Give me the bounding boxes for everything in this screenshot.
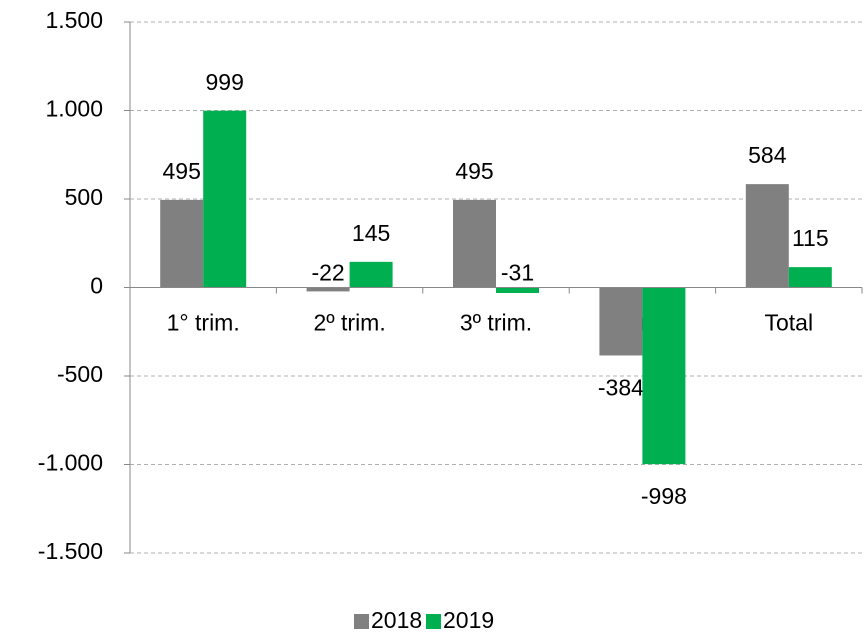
legend-label: 2019 — [443, 607, 494, 633]
data-label: 115 — [792, 225, 829, 251]
y-tick-label: -500 — [57, 361, 103, 387]
data-label: 999 — [206, 69, 244, 95]
data-label: -31 — [501, 260, 534, 286]
bar — [496, 287, 539, 293]
bar — [349, 261, 393, 288]
bar — [599, 287, 643, 356]
y-tick-label: 500 — [65, 184, 103, 210]
x-tick-label: Total — [765, 310, 814, 336]
x-tick-label: 3º trim. — [460, 310, 532, 336]
data-label: -22 — [311, 260, 344, 286]
y-tick-label: 1.000 — [45, 96, 103, 122]
legend-label: 2018 — [371, 607, 422, 633]
bar — [642, 287, 686, 465]
bar — [745, 184, 789, 288]
bar — [160, 199, 204, 288]
bar — [203, 110, 247, 288]
bar — [453, 199, 496, 288]
y-tick-label: 0 — [90, 273, 103, 299]
y-tick-label: -1.000 — [38, 450, 103, 476]
data-label: 145 — [352, 220, 390, 246]
data-label: 584 — [748, 142, 787, 168]
y-tick-label: -1.500 — [38, 538, 103, 564]
bar — [306, 287, 350, 292]
legend-swatch — [426, 614, 441, 629]
data-label: -998 — [641, 483, 687, 509]
x-tick-label: 2º trim. — [313, 310, 385, 336]
data-label: 495 — [163, 158, 201, 184]
legend-swatch — [354, 614, 369, 629]
y-tick-label: 1.500 — [45, 7, 103, 33]
data-label: -384 — [598, 375, 644, 401]
bar — [788, 267, 832, 288]
data-label: 495 — [455, 158, 493, 184]
x-tick-label: 1° trim. — [167, 310, 240, 336]
